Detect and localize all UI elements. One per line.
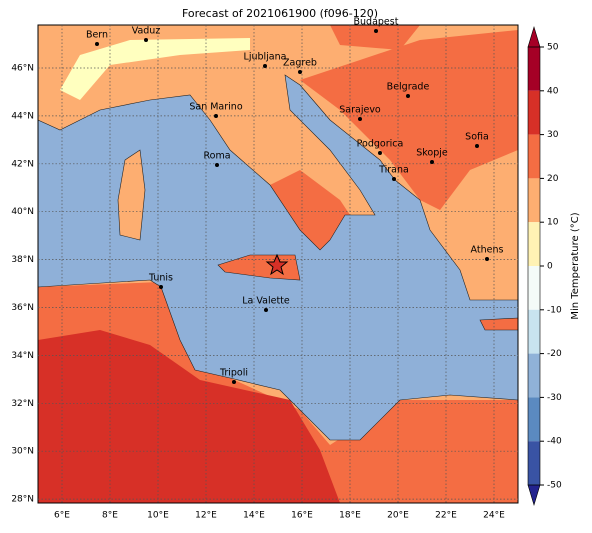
city-label: Tripoli [219, 368, 248, 379]
city-label: Budapest [354, 17, 399, 28]
city-dot [374, 29, 378, 33]
lon-tick-label: 18°E [339, 511, 361, 521]
colorbar-tick-label: -10 [547, 305, 562, 315]
city-label: Roma [203, 151, 230, 162]
city-label: Sarajevo [339, 105, 381, 116]
star-marker [265, 253, 289, 276]
city-dot [392, 177, 396, 181]
lon-tick-label: 16°E [291, 511, 313, 521]
colorbar-label: Min Temperature (°C) [570, 212, 581, 319]
colorbar-segment [528, 441, 540, 485]
colorbar-segment [528, 222, 540, 266]
colorbar-tick-label: 50 [547, 43, 559, 53]
lat-tick-label: 34°N [11, 351, 34, 361]
city-dot [232, 380, 236, 384]
colorbar-tick-label: -30 [547, 393, 562, 403]
colorbar-tick-label: 10 [547, 218, 559, 228]
colorbar-tick-label: -50 [547, 481, 562, 491]
lon-tick-label: 10°E [147, 511, 169, 521]
lat-tick-label: 44°N [11, 111, 34, 121]
city-dot [263, 64, 267, 68]
city-label: Sofia [465, 132, 489, 143]
lat-tick-label: 32°N [11, 399, 34, 409]
colorbar-segment [528, 90, 540, 135]
city-dot [264, 308, 268, 312]
colorbar-bottom [527, 484, 541, 507]
colorbar-segment [528, 47, 540, 91]
lat-tick-label: 42°N [11, 159, 34, 169]
city-label: Tunis [148, 273, 173, 284]
lat-tick-label: 40°N [11, 207, 34, 217]
colorbar-tick-label: -40 [547, 437, 562, 447]
city-dot [144, 38, 148, 42]
city-dot [214, 114, 218, 118]
city-dot [215, 163, 219, 167]
colorbar: 50 40 30 20 10 0 -10 -20 -30 -40 -50 [527, 25, 562, 507]
lat-tick-label: 36°N [11, 303, 34, 313]
city-dot [485, 257, 489, 261]
colorbar-tick-label: 30 [547, 130, 559, 140]
city-label: Athens [471, 245, 504, 256]
title: Forecast of 2021061900 (f096-120) [182, 7, 378, 20]
city-label: Podgorica [357, 139, 404, 150]
city-dot [95, 42, 99, 46]
lat-tick-label: 46°N [11, 64, 34, 74]
lat-tick-label: 38°N [11, 255, 34, 265]
city-label: La Valette [242, 296, 290, 307]
colorbar-segment [528, 266, 540, 310]
lon-tick-label: 6°E [54, 511, 70, 521]
lon-tick-label: 22°E [435, 511, 457, 521]
colorbar-segment [528, 309, 540, 354]
colorbar-tick-label: 20 [547, 174, 559, 184]
city-dot [475, 144, 479, 148]
city-label: Zagreb [283, 58, 317, 69]
lon-tick-label: 24°E [483, 511, 505, 521]
city-dot [406, 94, 410, 98]
city-label: Ljubljana [244, 52, 287, 63]
colorbar-tick-label: 0 [547, 262, 553, 272]
colorbar-tick-label: -20 [547, 349, 562, 359]
lon-tick-label: 20°E [387, 511, 409, 521]
colorbar-tick-label: 40 [547, 86, 559, 96]
city-label: San Marino [189, 102, 242, 113]
city-dot [358, 117, 362, 121]
city-label: Bern [86, 30, 108, 41]
lon-tick-label: 8°E [102, 511, 118, 521]
city-label: Skopje [416, 148, 448, 159]
lat-tick-label: 30°N [11, 447, 34, 457]
city-label: Vaduz [132, 26, 161, 37]
colorbar-segment [528, 178, 540, 223]
map-frame [37, 24, 519, 504]
lat-tick-label: 28°N [11, 495, 34, 505]
colorbar-segment [528, 134, 540, 179]
city-dot [159, 285, 163, 289]
city-dot [298, 70, 302, 74]
colorbar-segment [528, 397, 540, 442]
lon-tick-label: 12°E [195, 511, 217, 521]
city-dot [378, 151, 382, 155]
city-label: Tirana [378, 165, 409, 176]
city-label: Belgrade [387, 82, 430, 93]
city-dot [430, 160, 434, 164]
graticule [38, 25, 518, 503]
colorbar-segment [528, 353, 540, 398]
lon-tick-label: 14°E [243, 511, 265, 521]
colorbar-top [527, 25, 541, 48]
